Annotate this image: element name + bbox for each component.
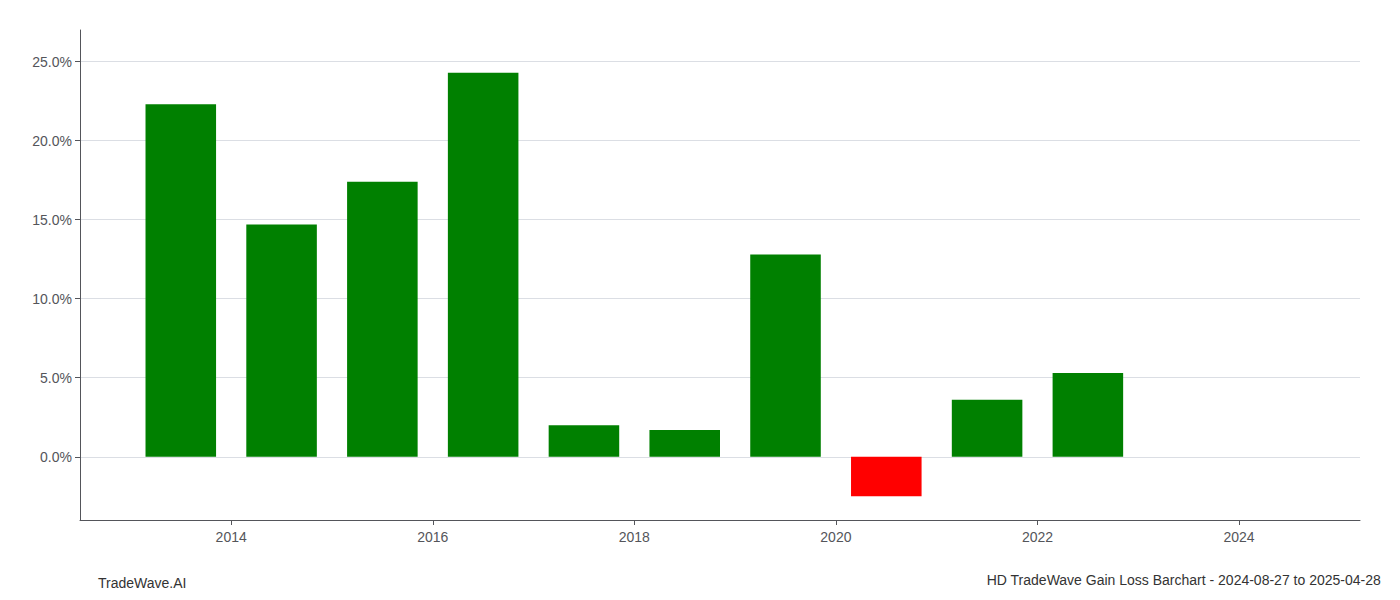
svg-text:2016: 2016 xyxy=(417,529,448,545)
svg-text:15.0%: 15.0% xyxy=(32,212,72,228)
svg-text:2020: 2020 xyxy=(820,529,851,545)
svg-text:10.0%: 10.0% xyxy=(32,291,72,307)
svg-text:20.0%: 20.0% xyxy=(32,133,72,149)
svg-text:2018: 2018 xyxy=(619,529,650,545)
svg-text:2022: 2022 xyxy=(1022,529,1053,545)
svg-text:2024: 2024 xyxy=(1223,529,1254,545)
svg-text:5.0%: 5.0% xyxy=(40,370,72,386)
svg-text:2014: 2014 xyxy=(216,529,247,545)
svg-text:HD TradeWave Gain Loss Barchar: HD TradeWave Gain Loss Barchart - 2024-0… xyxy=(987,572,1381,588)
svg-text:TradeWave.AI: TradeWave.AI xyxy=(98,575,186,591)
svg-text:0.0%: 0.0% xyxy=(40,449,72,465)
svg-text:25.0%: 25.0% xyxy=(32,54,72,70)
